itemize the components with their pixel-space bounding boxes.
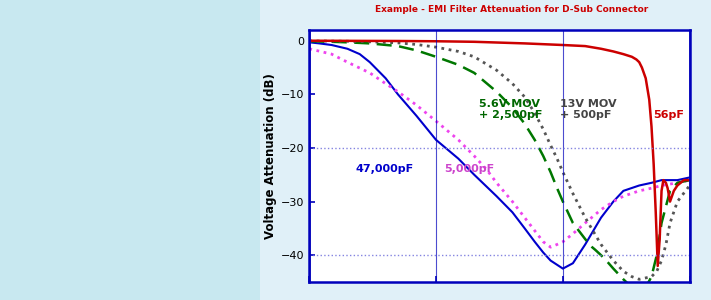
Text: Example - EMI Filter Attenuation for D-Sub Connector: Example - EMI Filter Attenuation for D-S…	[375, 4, 648, 14]
Text: 5.6V MOV
+ 2,500pF: 5.6V MOV + 2,500pF	[479, 99, 543, 121]
Text: 5,000pF: 5,000pF	[444, 164, 494, 174]
Y-axis label: Voltage Attenuation (dB): Voltage Attenuation (dB)	[264, 73, 277, 239]
Text: 47,000pF: 47,000pF	[356, 164, 413, 174]
Text: 56pF: 56pF	[653, 110, 685, 121]
Text: 13V MOV
+ 500pF: 13V MOV + 500pF	[560, 99, 616, 121]
